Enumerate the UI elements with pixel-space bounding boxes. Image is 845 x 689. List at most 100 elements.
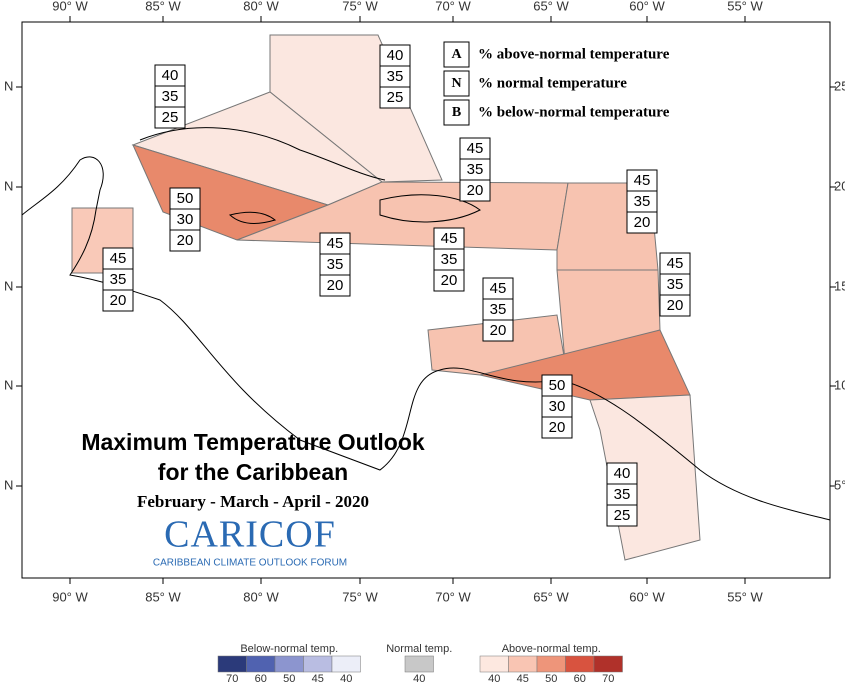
lon-label: 55° W [727, 589, 763, 604]
logo: CARICOF [164, 514, 336, 556]
key-letter: B [452, 105, 461, 120]
prob-value: 20 [467, 182, 484, 199]
lon-label: 75° W [342, 589, 378, 604]
lon-label: 55° W [727, 0, 763, 13]
key-box [443, 41, 470, 68]
prob-value: 40 [387, 47, 404, 64]
prob-value: 35 [441, 251, 458, 268]
outlook-regions [71, 34, 701, 561]
prob-value: 25 [614, 507, 631, 524]
legend-label: 40 [488, 673, 500, 684]
prob-value: 50 [549, 377, 566, 394]
lon-label: 65° W [533, 589, 569, 604]
prob-value: 35 [634, 193, 651, 210]
key: A % above-normal temperature N % normal tem… [443, 41, 670, 126]
title: Maximum Temperature Outlook [81, 429, 425, 455]
legend-label: 45 [312, 673, 324, 684]
prob-value: 45 [667, 255, 684, 272]
prob-value: 35 [162, 88, 179, 105]
prob-value: 30 [177, 211, 194, 228]
legend-label: 60 [574, 673, 586, 684]
coast [21, 156, 831, 521]
prob-value: 45 [327, 235, 344, 252]
lon-label: 70° W [435, 589, 471, 604]
lat-label: N [4, 477, 13, 492]
lon-label: 85° W [145, 589, 181, 604]
axes: 90° W 90° W 85° W 85° W 80° W 80° W 75° W 75° W… [4, 0, 845, 604]
prob-box [379, 86, 411, 109]
key-box [443, 70, 470, 97]
prob-value: 20 [634, 214, 651, 231]
legend-swatch [274, 655, 304, 673]
legend-swatch [508, 655, 538, 673]
key-text: % below-normal temperature [478, 104, 670, 120]
prob-value: 35 [614, 486, 631, 503]
prob-value: 20 [110, 292, 127, 309]
lat-label: 5° [834, 477, 845, 492]
legend-label: 50 [283, 673, 295, 684]
period: February - March - April - 2020 [137, 492, 369, 511]
key-text: % above-normal temperature [478, 46, 670, 62]
prob-value: 30 [549, 398, 566, 415]
prob-value: 50 [177, 190, 194, 207]
legend-swatch [479, 655, 509, 673]
prob-box [433, 269, 465, 292]
prob-value: 20 [549, 419, 566, 436]
legend-label: 45 [517, 673, 529, 684]
lon-label: 60° W [629, 589, 665, 604]
prob-box [482, 319, 514, 342]
prob-value: 20 [490, 322, 507, 339]
prob-value: 40 [614, 465, 631, 482]
lon-label: 75° W [342, 0, 378, 13]
color-legend: Below-normal temp. 70 60 50 45 40 Normal temp.… [217, 643, 623, 685]
prob-value: 20 [177, 232, 194, 249]
legend-swatch [565, 655, 595, 673]
lon-label: 80° W [243, 589, 279, 604]
lon-label: 90° W [52, 589, 88, 604]
prob-box [606, 504, 638, 527]
key-letter: N [451, 76, 461, 91]
legend-label: 60 [255, 673, 267, 684]
prob-value: 45 [441, 230, 458, 247]
prob-value: 35 [490, 301, 507, 318]
prob-value: 40 [162, 67, 179, 84]
prob-value: 35 [110, 271, 127, 288]
lat-label: N [4, 377, 13, 392]
prob-value: 25 [162, 109, 179, 126]
legend-label: 40 [340, 673, 352, 684]
legend-title: Below-normal temp. [240, 643, 338, 655]
prob-value: 20 [667, 297, 684, 314]
prob-value: 45 [467, 140, 484, 157]
prob-value: 35 [387, 68, 404, 85]
lat-label: 20 [834, 178, 845, 193]
prob-box [154, 106, 186, 129]
coast [139, 127, 386, 181]
prob-value: 35 [467, 161, 484, 178]
region-labels: 40 35 25 40 35 25 50 30 20 45 35 20 45 35 20 45 35 20 45 35… [102, 44, 691, 527]
logo-subtitle: CARIBBEAN CLIMATE OUTLOOK FORUM [153, 558, 347, 569]
lon-label: 70° W [435, 0, 471, 13]
region-bahamas [269, 34, 443, 183]
prob-box [541, 416, 573, 439]
legend-label: 50 [545, 673, 557, 684]
coastlines [21, 127, 831, 521]
lon-label: 85° W [145, 0, 181, 13]
lat-label: 25 [834, 78, 845, 93]
legend-title: Above-normal temp. [502, 643, 601, 655]
legend-label: 70 [226, 673, 238, 684]
prob-value: 25 [387, 89, 404, 106]
prob-box [102, 289, 134, 312]
lon-label: 65° W [533, 0, 569, 13]
legend-swatch [331, 655, 361, 673]
lat-label: N [4, 78, 13, 93]
legend-title: Normal temp. [386, 643, 452, 655]
legend-swatch [217, 655, 247, 673]
coast [379, 194, 481, 223]
prob-box [626, 211, 658, 234]
prob-box [659, 294, 691, 317]
lon-label: 90° W [52, 0, 88, 13]
prob-box [459, 179, 491, 202]
prob-value: 35 [667, 276, 684, 293]
lat-label: 10 [834, 377, 845, 392]
